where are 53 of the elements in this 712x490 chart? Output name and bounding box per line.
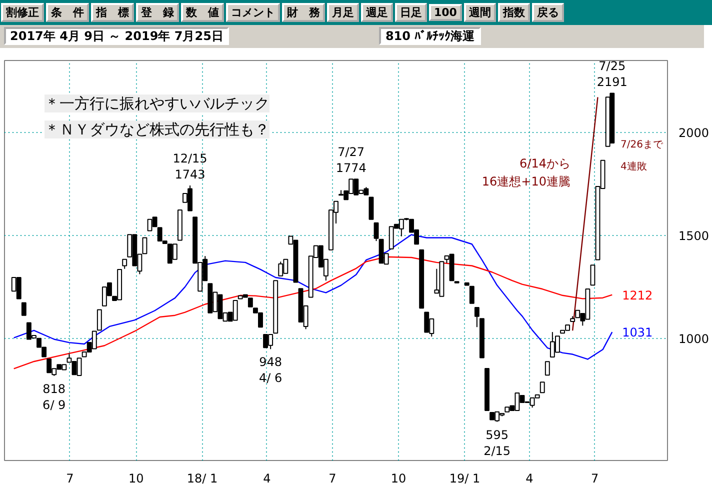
text: 指数 [498, 3, 530, 22]
text: 数 値 [181, 3, 224, 22]
annotation: 7/27 1774 [336, 144, 366, 176]
text: 財 務 [282, 3, 325, 22]
chart-subtitle: 2017年 4月 9日 ～ 2019年 7月25日 [4, 27, 230, 45]
candlestick [544, 361, 550, 376]
y-tick-label: 1000 [678, 332, 710, 346]
chart-title: 810 ﾊﾞﾙﾁｯｸ海運 [379, 27, 481, 45]
annotation: 818 6/ 9 [42, 382, 66, 412]
candlestick [540, 382, 545, 394]
candlestick [21, 302, 26, 316]
text: 登 録 [136, 3, 179, 22]
annotation: 7/25 2191 [596, 59, 628, 90]
x-tick-label: 19/ 1 [449, 472, 480, 486]
candlestick [122, 258, 128, 270]
annotation: ＊ＮＹダウなど株式の先行性も？ [44, 120, 270, 138]
annotation: 7/26まで [620, 140, 664, 150]
annotation: 595 2/15 [484, 428, 511, 458]
text: 週足 [361, 3, 393, 22]
x-tick-label: 10 [128, 472, 144, 486]
text: 戻る [532, 3, 564, 22]
x-tick-label: 7 [591, 472, 599, 486]
data-label: 1031 [622, 326, 653, 340]
annotation: 6/14から [520, 156, 571, 170]
text: 日足 [395, 3, 427, 22]
x-tick-label: 7 [328, 472, 336, 486]
candlestick [368, 196, 374, 220]
x-tick-label: 4 [263, 472, 271, 486]
text: 割修正 [1, 3, 44, 22]
x-tick-label: 4 [526, 472, 534, 486]
y-tick-label: 1500 [678, 228, 710, 243]
candlestick [374, 222, 379, 242]
text: 100 [429, 4, 462, 21]
data-label: 1212 [622, 288, 653, 302]
text: 指 標 [91, 3, 134, 22]
y-tick-label: 2000 [678, 126, 710, 140]
annotation: 948 4/ 6 [259, 355, 282, 386]
text: 週間 [464, 3, 496, 22]
line-series [13, 256, 613, 370]
text: コメント [226, 3, 280, 22]
text: 月足 [327, 3, 359, 22]
candlestick [469, 286, 474, 304]
x-tick-label: 7 [66, 472, 74, 486]
candlestick [474, 307, 480, 328]
x-tick-label: 10 [390, 472, 406, 486]
candlestick [590, 264, 596, 286]
annotation: 16連想+10連騰 [482, 174, 570, 188]
annotation: 12/15 1743 [172, 151, 208, 182]
candlestick [96, 309, 102, 331]
annotation: ＊一方行に振れやすいバルチック [44, 94, 270, 112]
annotation: 4連敗 [620, 160, 647, 172]
x-tick-label: 18/ 1 [186, 472, 218, 486]
text: 条 件 [46, 3, 89, 22]
